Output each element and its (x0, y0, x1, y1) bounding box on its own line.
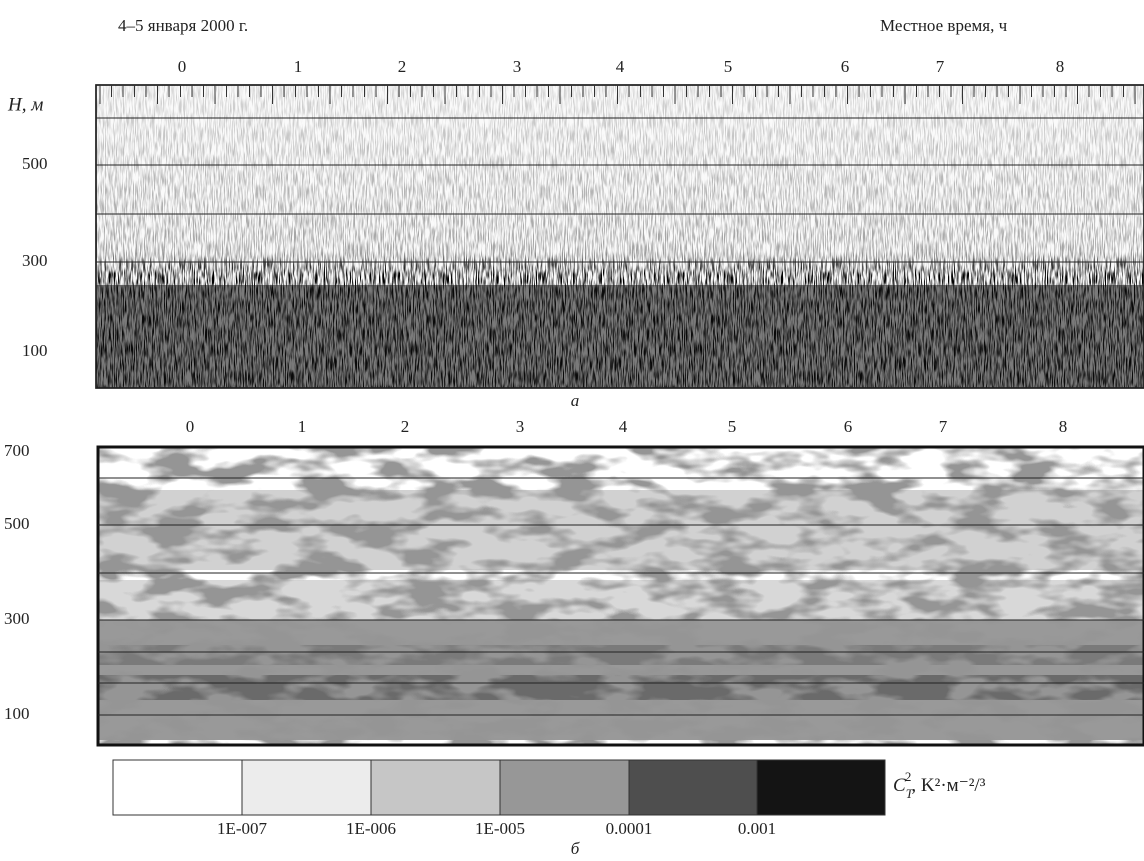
x-tick-label: 2 (398, 57, 407, 76)
x-tick-label: 7 (936, 57, 945, 76)
figure: 4–5 января 2000 г. Местное время, ч H, м… (0, 0, 1144, 861)
x-tick-label: 3 (516, 417, 525, 436)
x-tick-label: 1 (298, 417, 307, 436)
y-tick-label: 500 (22, 154, 48, 173)
x-tick-label: 8 (1059, 417, 1068, 436)
x-tick-label: 3 (513, 57, 522, 76)
units: , K²·м⁻²/³ (911, 775, 985, 796)
x-tick-label: 5 (728, 417, 737, 436)
x-tick-label: 5 (724, 57, 733, 76)
y-axis-label: H, м (7, 94, 43, 115)
y-tick-label: 500 (4, 514, 30, 533)
panel-label: б (571, 839, 580, 858)
y-tick-label: 700 (4, 441, 30, 460)
x-tick-label: 8 (1056, 57, 1065, 76)
y-tick-label: 300 (4, 609, 30, 628)
colorbar-tick-label: 1E-006 (346, 819, 396, 838)
y-tick-label: 100 (22, 341, 48, 360)
contour-map (98, 447, 1144, 745)
time-axis-title: Местное время, ч (880, 16, 1008, 35)
x-tick-label: 4 (619, 417, 628, 436)
panel-label: а (571, 391, 580, 410)
y-tick-label: 100 (4, 704, 30, 723)
x-tick-label: 4 (616, 57, 625, 76)
echogram (96, 85, 1144, 388)
colorbar-tick-label: 0.001 (738, 819, 776, 838)
colorbar (113, 760, 885, 815)
x-tick-label: 2 (401, 417, 410, 436)
y-tick-label: 300 (22, 251, 48, 270)
x-tick-label: 0 (186, 417, 195, 436)
colorbar-tick-label: 0.0001 (606, 819, 653, 838)
x-tick-label: 1 (294, 57, 303, 76)
x-tick-label: 0 (178, 57, 187, 76)
x-tick-label: 6 (841, 57, 850, 76)
date: 4–5 января 2000 г. (118, 16, 248, 35)
colorbar-tick-label: 1E-007 (217, 819, 268, 838)
x-tick-label: 7 (939, 417, 948, 436)
colorbar-label: CT2, K²·м⁻²/³ (893, 769, 986, 801)
x-tick-label: 6 (844, 417, 853, 436)
colorbar-tick-label: 1E-005 (475, 819, 525, 838)
